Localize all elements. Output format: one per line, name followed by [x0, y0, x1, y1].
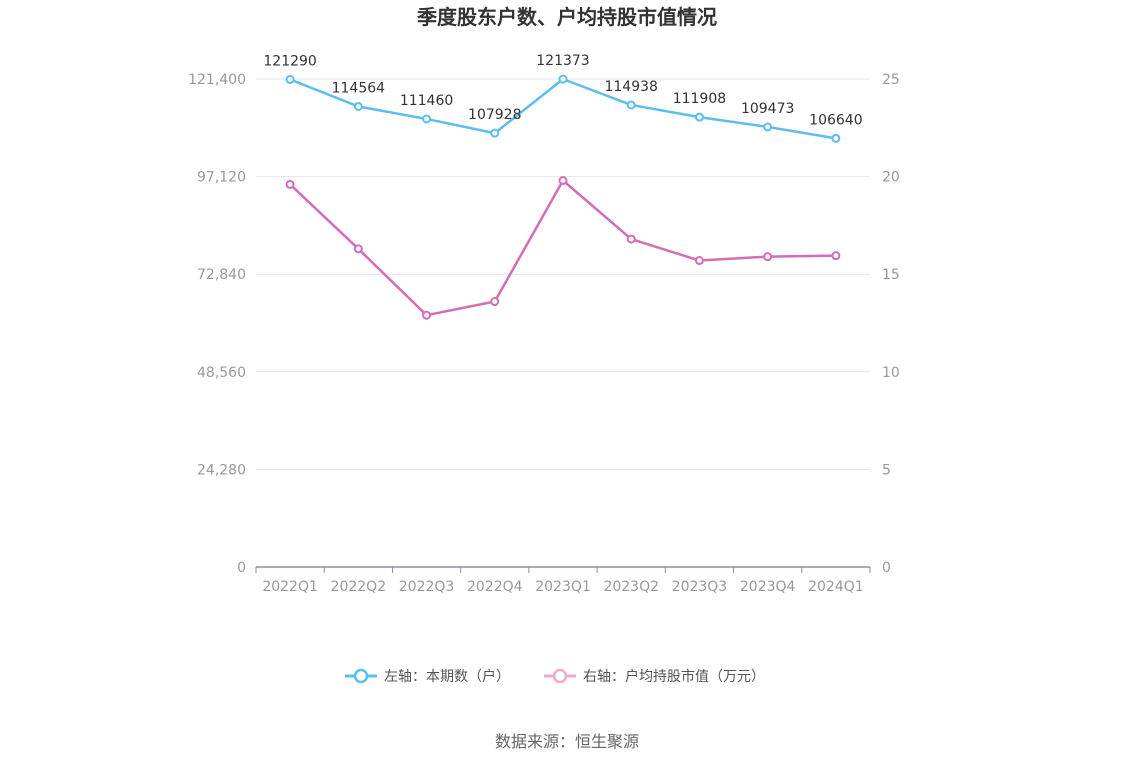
data-point-left — [831, 133, 841, 143]
left-tick-label: 72,840 — [197, 267, 246, 283]
x-tick-label: 2023Q2 — [603, 579, 659, 595]
data-label: 121290 — [263, 53, 316, 69]
left-tick-label: 24,280 — [197, 462, 246, 478]
data-label: 106640 — [809, 112, 862, 128]
data-point-left — [422, 114, 432, 124]
data-point-right — [558, 176, 568, 186]
x-tick-label: 2022Q2 — [331, 579, 387, 595]
data-point-right — [763, 252, 773, 262]
x-axis: 2022Q1 2022Q2 2022Q3 2022Q4 2023Q1 2023Q2 2023… — [255, 566, 871, 595]
data-point-left — [763, 122, 773, 132]
data-point-right — [490, 297, 500, 307]
right-tick-label: 20 — [882, 170, 900, 186]
data-label: 114938 — [604, 79, 657, 95]
data-label: 121373 — [536, 53, 589, 69]
data-label: 111908 — [673, 91, 726, 107]
data-point-right — [694, 256, 704, 266]
grid-layer — [256, 78, 870, 470]
right-tick-label: 0 — [882, 560, 891, 576]
source-note: 数据来源：恒生聚源 — [495, 732, 639, 751]
x-tick-label: 2023Q4 — [740, 579, 796, 595]
right-tick-label: 15 — [882, 267, 900, 283]
data-label: 111460 — [400, 93, 453, 109]
legend-item-right[interactable]: 右轴：户均持股市值（万元） — [544, 668, 765, 685]
left-tick-label: 0 — [237, 560, 246, 576]
data-point-right — [285, 179, 295, 189]
right-tick-label: 25 — [882, 72, 900, 88]
data-point-left — [626, 100, 636, 110]
x-tick-label: 2022Q1 — [262, 579, 318, 595]
left-tick-label: 121,400 — [188, 72, 246, 88]
chart-title: 季度股东户数、户均持股市值情况 — [416, 5, 717, 29]
data-point-right — [831, 251, 841, 261]
data-point-left — [285, 74, 295, 84]
x-tick-label: 2024Q1 — [808, 579, 864, 595]
data-label: 107928 — [468, 107, 521, 123]
data-point-left — [694, 112, 704, 122]
right-axis: 0 5 10 15 20 25 — [882, 72, 900, 576]
x-tick-label: 2023Q1 — [535, 579, 591, 595]
series-line-right — [289, 179, 836, 317]
data-point-left — [558, 74, 568, 84]
data-point-left — [490, 128, 500, 138]
data-point-right — [422, 310, 432, 320]
x-tick-label: 2022Q4 — [467, 579, 523, 595]
series-layer: 121290 114564 111460 107928 121373 114938 1119… — [263, 53, 863, 320]
data-point-left — [353, 101, 363, 111]
data-label: 114564 — [332, 80, 386, 96]
legend-label-right: 右轴：户均持股市值（万元） — [583, 668, 765, 685]
right-tick-label: 10 — [882, 365, 900, 381]
legend: 左轴：本期数（户） 右轴：户均持股市值（万元） — [345, 668, 765, 685]
right-tick-label: 5 — [882, 462, 891, 478]
data-label: 109473 — [741, 101, 794, 117]
x-tick-label: 2023Q3 — [672, 579, 728, 595]
legend-item-left[interactable]: 左轴：本期数（户） — [345, 668, 510, 685]
data-point-right — [626, 234, 636, 244]
data-point-right — [353, 244, 363, 254]
left-tick-label: 97,120 — [197, 170, 246, 186]
left-axis: 0 24,280 48,560 72,840 97,120 121,400 — [188, 72, 246, 576]
left-tick-label: 48,560 — [197, 365, 246, 381]
legend-label-left: 左轴：本期数（户） — [384, 668, 510, 685]
x-tick-label: 2022Q3 — [399, 579, 455, 595]
